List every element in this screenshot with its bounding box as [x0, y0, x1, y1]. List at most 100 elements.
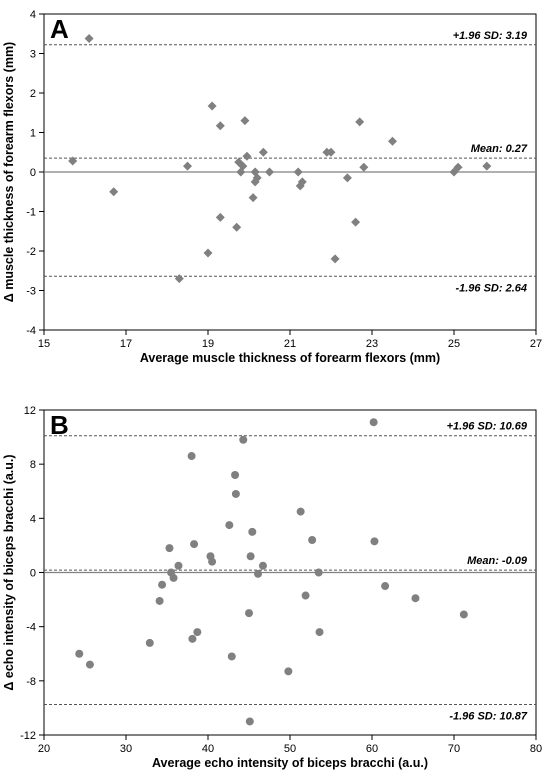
data-point	[246, 552, 255, 561]
data-point	[351, 217, 361, 227]
y-tick-label: -1	[26, 207, 36, 219]
data-point	[169, 573, 178, 582]
panel-b: +1.96 SD: 10.69 Mean: -0.09 -1.96 SD: 10.8…	[2, 405, 542, 770]
data-point	[245, 609, 253, 618]
data-point	[155, 596, 164, 605]
mean-line-label: Mean: 0.27	[471, 143, 528, 155]
y-tick-label: 0	[30, 167, 36, 179]
data-point	[453, 162, 463, 172]
data-point	[109, 187, 119, 197]
y-tick-label: -4	[26, 622, 36, 634]
y-tick-label: -12	[20, 730, 36, 742]
data-point	[174, 561, 183, 570]
y-tick-label: -3	[26, 286, 36, 298]
x-tick-label: 30	[120, 743, 132, 755]
data-point	[85, 660, 94, 669]
y-axis-title: Δ echo intensity of biceps bracchi (a.u.…	[2, 454, 16, 690]
data-point	[301, 591, 310, 600]
data-point	[258, 147, 268, 157]
x-tick-label: 50	[284, 743, 296, 755]
data-point	[231, 471, 240, 479]
data-point	[193, 628, 202, 637]
data-point	[225, 521, 234, 530]
data-point	[208, 557, 217, 566]
upper-line-label: +1.96 SD: 3.19	[453, 30, 528, 42]
data-point	[459, 610, 468, 619]
data-point	[284, 667, 293, 676]
x-tick-label: 15	[38, 338, 50, 350]
y-tick-label: -2	[26, 246, 36, 258]
y-tick-label: 2	[30, 88, 36, 100]
data-point	[258, 561, 267, 570]
data-point	[314, 568, 323, 577]
y-tick-label: -4	[26, 325, 36, 337]
x-tick-label: 21	[284, 338, 296, 350]
x-tick-label: 20	[38, 743, 50, 755]
data-point	[158, 580, 167, 589]
x-tick-label: 17	[120, 338, 132, 350]
y-tick-label: 12	[24, 405, 36, 417]
y-tick-label: 0	[30, 568, 36, 580]
data-point	[190, 540, 199, 549]
y-tick-label: 4	[30, 513, 36, 525]
x-tick-label: 27	[530, 338, 542, 350]
data-point	[297, 177, 307, 187]
data-point	[227, 652, 236, 661]
data-point	[215, 121, 225, 131]
data-point	[265, 167, 274, 177]
data-point	[145, 638, 154, 647]
data-point	[75, 649, 84, 658]
data-point	[207, 101, 217, 111]
data-point	[242, 151, 252, 161]
x-tick-label: 80	[530, 743, 542, 755]
data-point	[188, 634, 197, 643]
x-tick-label: 40	[202, 743, 214, 755]
data-point	[411, 594, 420, 603]
upper-line-label: +1.96 SD: 10.69	[447, 421, 528, 433]
x-tick-label: 19	[202, 338, 214, 350]
x-axis-title: Average muscle thickness of forearm flex…	[140, 351, 440, 365]
data-point	[240, 116, 250, 126]
data-point	[359, 162, 369, 172]
data-point	[68, 156, 78, 166]
panel-letter: B	[50, 410, 69, 440]
data-point	[232, 222, 242, 232]
data-point	[187, 452, 196, 461]
data-point	[388, 136, 397, 146]
data-point	[165, 544, 174, 553]
data-point	[183, 161, 192, 171]
data-point	[238, 161, 248, 171]
x-tick-label: 70	[448, 743, 460, 755]
y-tick-label: 8	[30, 459, 36, 471]
data-point	[245, 717, 254, 726]
data-point	[315, 628, 324, 637]
y-tick-label: 3	[30, 49, 36, 61]
x-tick-label: 25	[448, 338, 460, 350]
data-point	[174, 274, 184, 284]
data-point	[231, 489, 240, 498]
y-tick-label: 4	[30, 9, 36, 21]
data-point	[370, 537, 379, 546]
data-point	[308, 536, 317, 544]
data-point	[203, 248, 213, 258]
mean-line-label: Mean: -0.09	[467, 555, 528, 567]
data-point	[482, 161, 492, 171]
data-point	[355, 117, 365, 127]
data-point	[342, 173, 352, 183]
y-tick-label: -8	[26, 676, 36, 688]
y-tick-label: 1	[30, 128, 36, 140]
data-point	[381, 582, 390, 591]
data-point	[296, 507, 305, 516]
x-tick-label: 23	[366, 338, 378, 350]
data-point	[215, 212, 225, 222]
data-point	[248, 527, 257, 536]
data-point	[84, 33, 94, 43]
panel-a: +1.96 SD: 3.19 Mean: 0.27 -1.96 SD: 2.64 15…	[2, 9, 542, 365]
data-point	[369, 418, 378, 427]
x-tick-label: 60	[366, 743, 378, 755]
data-point	[293, 167, 303, 177]
panel-letter: A	[50, 14, 69, 44]
data-point	[239, 435, 248, 444]
